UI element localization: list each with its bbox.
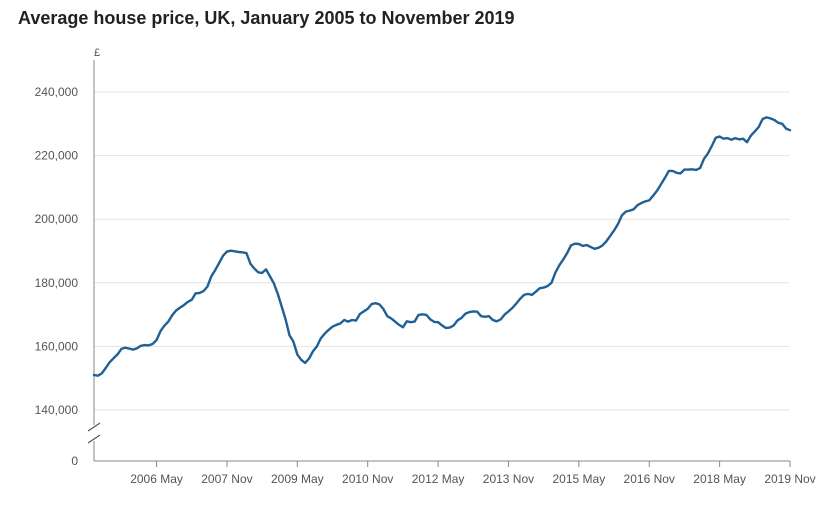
y-zero-label: 0 (71, 454, 78, 468)
y-tick-label: 180,000 (35, 276, 79, 290)
y-tick-label: 160,000 (35, 339, 79, 353)
x-axis-ticks: 2006 May 2007 Nov 2009 May 2010 Nov 2012 May… (130, 461, 816, 486)
axis-break-mark (87, 434, 101, 444)
x-tick-label: 2018 May (693, 472, 746, 486)
x-tick-label: 2009 May (271, 472, 324, 486)
y-tick-label: 240,000 (35, 85, 79, 99)
axes (87, 60, 790, 462)
y-tick-label: 200,000 (35, 212, 79, 226)
x-tick-label: 2016 Nov (624, 472, 675, 486)
x-tick-label: 2006 May (130, 472, 183, 486)
series-line (92, 116, 792, 377)
x-tick-label: 2015 May (553, 472, 606, 486)
y-tick-label: 220,000 (35, 149, 79, 163)
y-axis-ticks: 240,000 220,000 200,000 180,000 160,000 140,0… (35, 47, 100, 468)
axis-break-mark (87, 422, 101, 432)
series-layer (92, 116, 792, 377)
x-tick-label: 2007 Nov (201, 472, 252, 486)
y-tick-label: 140,000 (35, 403, 79, 417)
x-tick-label: 2019 Nov (764, 472, 815, 486)
x-tick-label: 2010 Nov (342, 472, 393, 486)
x-tick-label: 2012 May (412, 472, 465, 486)
gridlines (94, 91, 790, 411)
chart-title: Average house price, UK, January 2005 to… (18, 8, 515, 28)
y-unit-label: £ (94, 47, 100, 59)
x-tick-label: 2013 Nov (483, 472, 534, 486)
